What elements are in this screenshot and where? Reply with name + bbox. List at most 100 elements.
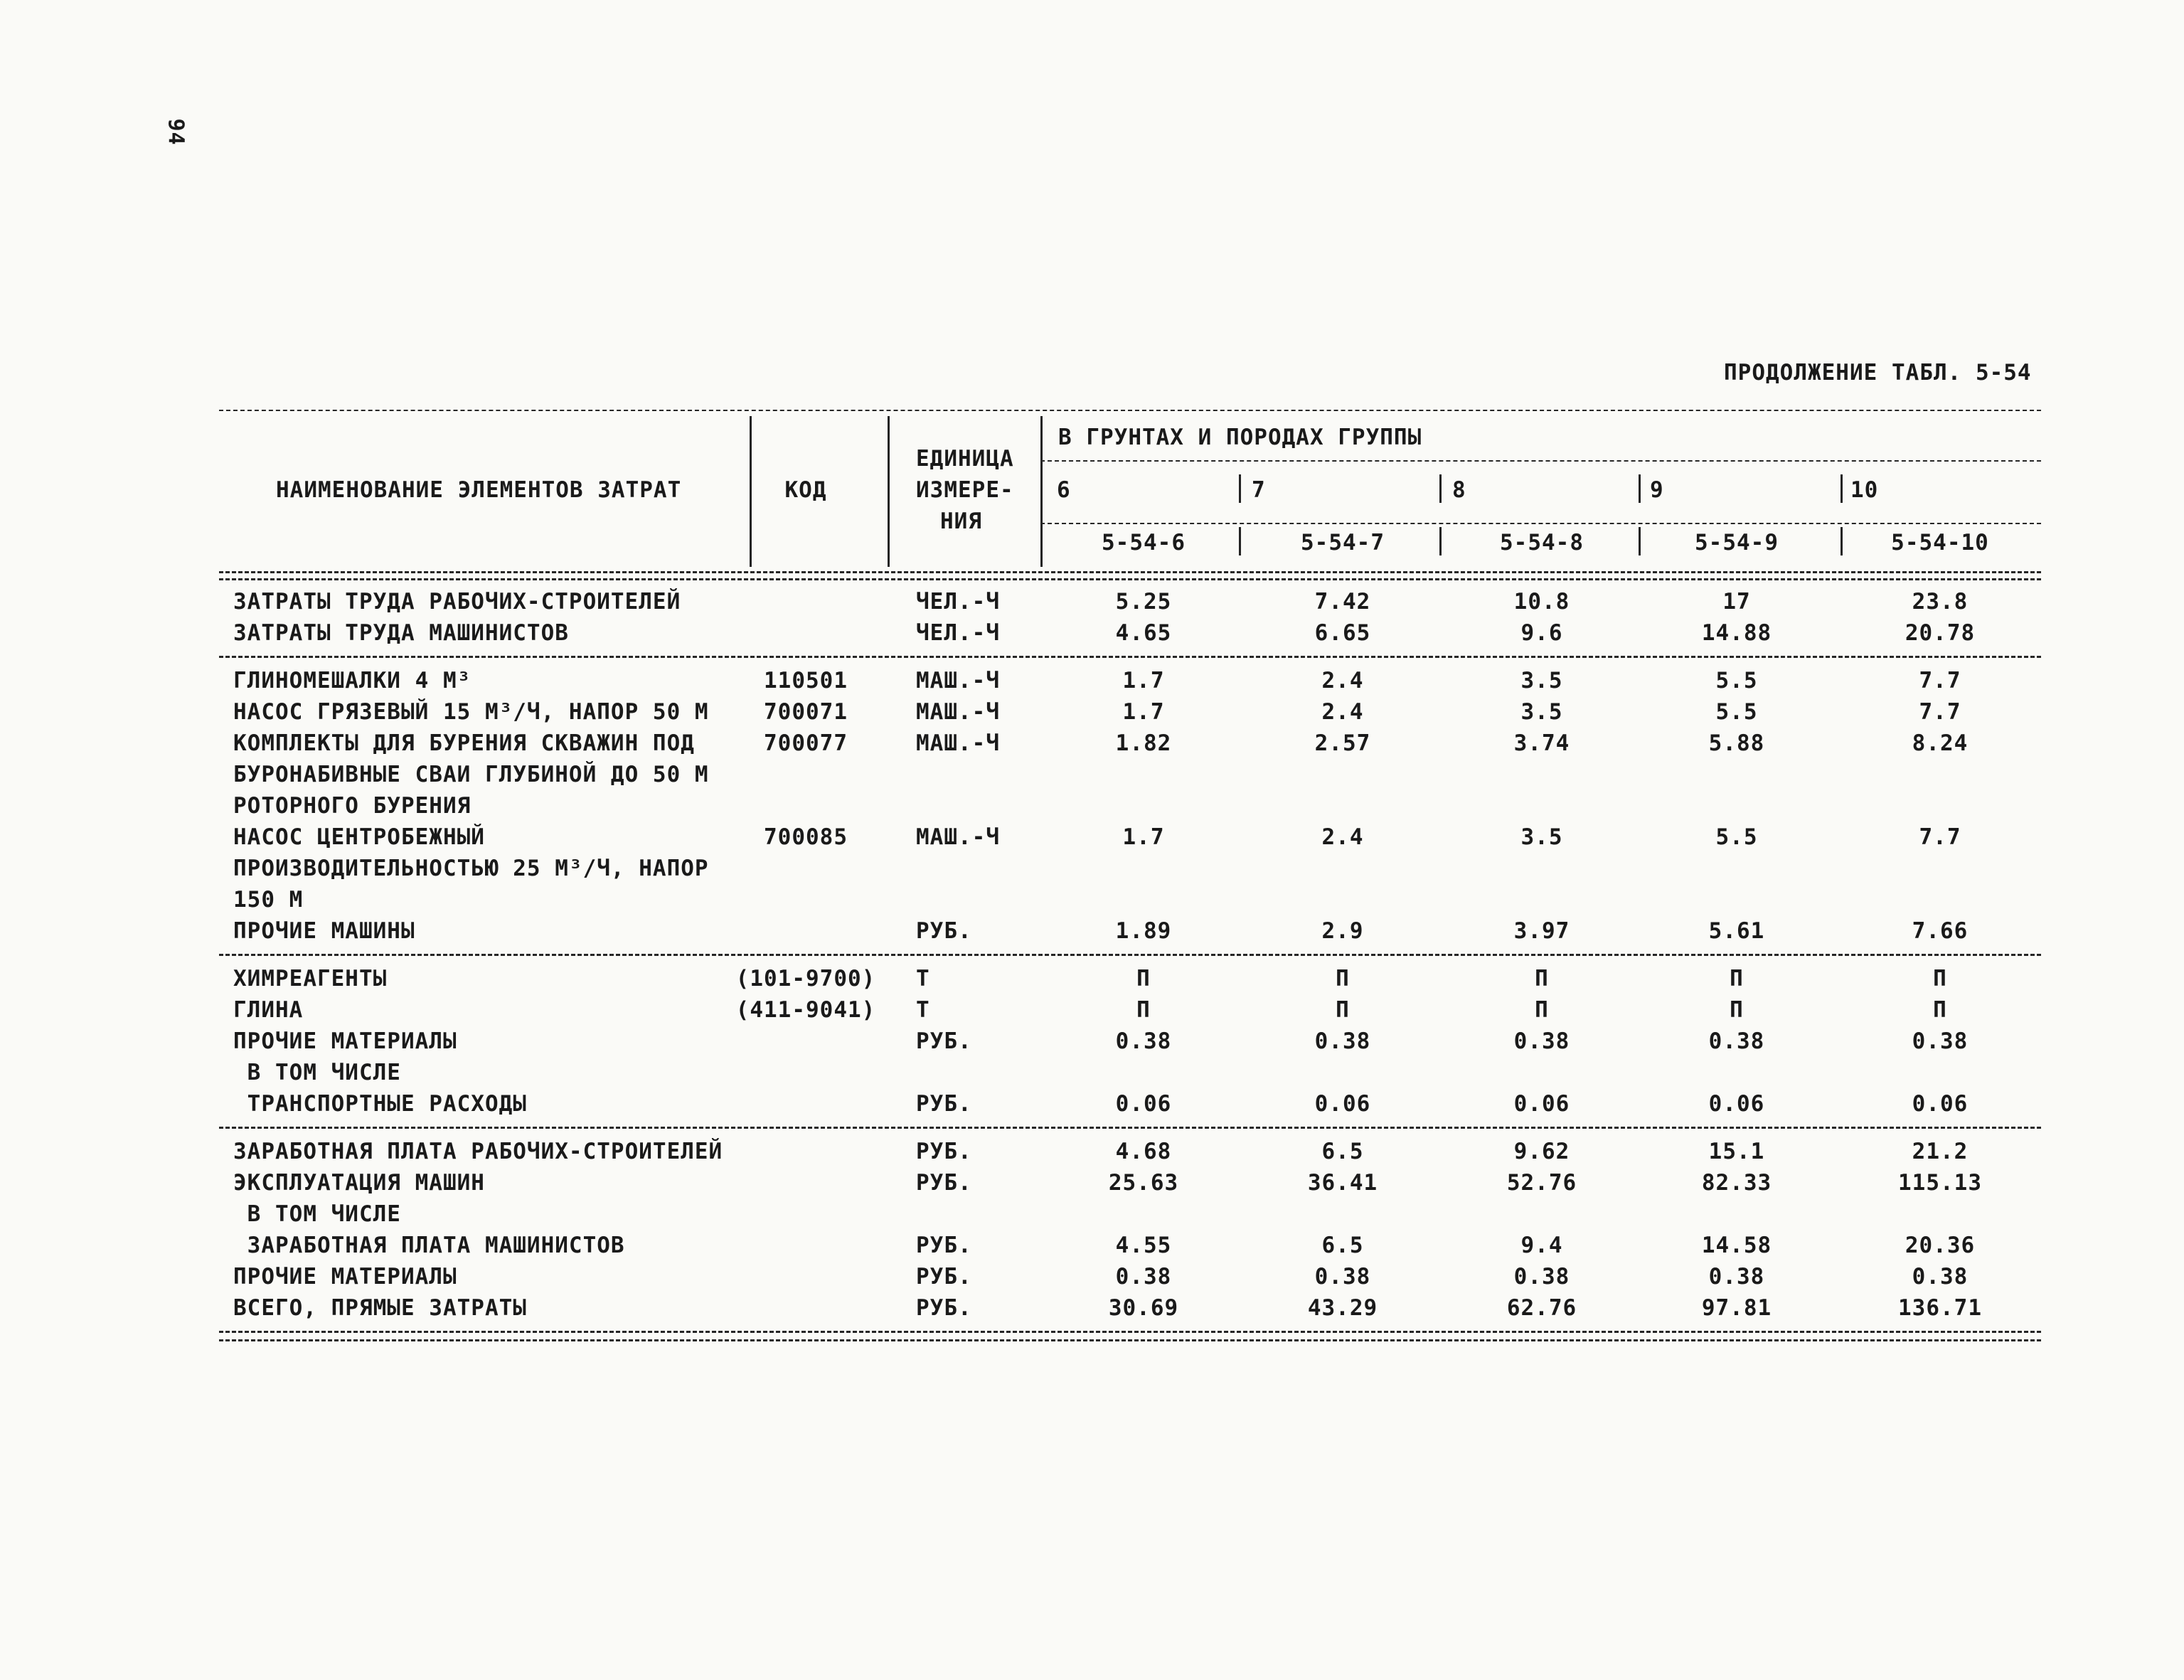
cell-value-group7	[1250, 853, 1435, 884]
cell-code	[717, 1057, 895, 1088]
cell-value-group8	[1449, 759, 1634, 790]
group-label: 6	[1057, 477, 1071, 503]
cell-value-group9: 82.33	[1701, 1170, 1772, 1196]
cell-value-group6	[1051, 1198, 1236, 1230]
cell-code	[717, 853, 895, 884]
cell-value-group9	[1644, 790, 1829, 822]
cell-name: ПРОЧИЕ МАТЕРИАЛЫ	[233, 1264, 457, 1290]
cell-value-group6: 4.65	[1115, 620, 1172, 646]
cell-unit: Т	[916, 966, 930, 991]
cell-value-group7: 2.4	[1321, 699, 1364, 725]
cell-value-group8: 0.38	[1513, 1028, 1570, 1054]
cell-value-group10: 7.7	[1919, 668, 1961, 693]
cell-value-group9: 5.5	[1715, 699, 1758, 725]
cell-value-group6: 0.06	[1115, 1091, 1172, 1117]
cell-value-group6: 25.63	[1108, 1170, 1179, 1196]
cell-unit: ЧЕЛ.-Ч	[916, 589, 1000, 615]
column-divider	[1639, 474, 1641, 503]
table-row: НАСОС ГРЯЗЕВЫЙ 15 М³/Ч, НАПОР 50 М 700071…	[219, 696, 2041, 728]
table-row: ПРОЧИЕ МАТЕРИАЛЫ РУБ. 0.38 0.38 0.38 0.38 0.38	[219, 1261, 2041, 1292]
cell-value-group7: 36.41	[1307, 1170, 1378, 1196]
cell-value-group6: 1.7	[1122, 824, 1165, 850]
cell-value-group8	[1449, 884, 1634, 915]
table-row: ТРАНСПОРТНЫЕ РАСХОДЫ РУБ. 0.06 0.06 0.06 0.06…	[219, 1088, 2041, 1120]
cell-unit: РУБ.	[916, 1264, 972, 1290]
cell-name: НАСОС ГРЯЗЕВЫЙ 15 М³/Ч, НАПОР 50 М	[233, 699, 709, 725]
cell-value-group10	[1848, 853, 2033, 884]
cell-value-group6	[1051, 884, 1236, 915]
cell-value-group8: 62.76	[1506, 1295, 1577, 1321]
cell-value-group9: 5.5	[1715, 824, 1758, 850]
table-row: В ТОМ ЧИСЛЕ	[219, 1198, 2041, 1230]
col-header-unit-line1: ЕДИНИЦА	[916, 446, 1014, 472]
cell-value-group7	[1250, 759, 1435, 790]
cell-code: (101-9700)	[735, 966, 876, 991]
cell-value-group8: 9.62	[1513, 1139, 1570, 1164]
table-row: ЗАРАБОТНАЯ ПЛАТА МАШИНИСТОВ РУБ. 4.55 6.5 9.…	[219, 1230, 2041, 1261]
cell-name: ЭКСПЛУАТАЦИЯ МАШИН	[233, 1170, 485, 1196]
cell-value-group9: 5.88	[1708, 730, 1765, 756]
cell-value-group6: П	[1136, 997, 1151, 1023]
cell-value-group6: 1.7	[1122, 668, 1165, 693]
cell-value-group8: 3.97	[1513, 918, 1570, 944]
table-row: ЗАТРАТЫ ТРУДА РАБОЧИХ-СТРОИТЕЛЕЙ ЧЕЛ.-Ч 5.…	[219, 586, 2041, 617]
cell-value-group9: 0.38	[1708, 1264, 1765, 1290]
cell-code	[717, 759, 895, 790]
page-number: 94	[163, 118, 188, 146]
cell-unit: МАШ.-Ч	[916, 699, 1000, 725]
cell-code	[717, 586, 895, 617]
cell-value-group6	[1051, 853, 1236, 884]
cell-value-group8	[1449, 1057, 1634, 1088]
cell-value-group8: 0.38	[1513, 1264, 1570, 1290]
cell-value-group10: 7.7	[1919, 824, 1961, 850]
table-row: ЗАРАБОТНАЯ ПЛАТА РАБОЧИХ-СТРОИТЕЛЕЙ РУБ. 4…	[219, 1136, 2041, 1167]
cell-value-group8: 3.5	[1520, 824, 1563, 850]
cell-value-group10: П	[1933, 966, 1947, 991]
cell-value-group10: 0.38	[1912, 1264, 1969, 1290]
group-label: 10	[1850, 477, 1879, 503]
cell-unit: РУБ.	[916, 1233, 972, 1258]
cell-name: ВСЕГО, ПРЯМЫЕ ЗАТРАТЫ	[233, 1295, 527, 1321]
cell-value-group7: 0.06	[1314, 1091, 1371, 1117]
cell-value-group7: 2.57	[1314, 730, 1371, 756]
cell-value-group8: 52.76	[1506, 1170, 1577, 1196]
subcol-label: 5-54-9	[1695, 530, 1779, 555]
cell-code: 700071	[764, 699, 848, 725]
column-divider	[888, 416, 890, 567]
cell-unit: РУБ.	[916, 918, 972, 944]
cell-unit: ЧЕЛ.-Ч	[916, 620, 1000, 646]
cell-value-group10	[1848, 884, 2033, 915]
cell-code: 110501	[764, 668, 848, 693]
cell-value-group7	[1250, 790, 1435, 822]
cell-unit: РУБ.	[916, 1295, 972, 1321]
col-header-unit-line3: НИЯ	[940, 509, 982, 534]
cell-value-group9: 5.5	[1715, 668, 1758, 693]
column-divider	[1841, 527, 1843, 555]
table-row: ГЛИНОМЕШАЛКИ 4 М³ 110501 МАШ.-Ч 1.7 2.4 3.5 5.…	[219, 665, 2041, 696]
column-divider	[1239, 527, 1241, 555]
cell-value-group9: 15.1	[1708, 1139, 1765, 1164]
subcol-label: 5-54-10	[1891, 530, 1989, 555]
cell-name: ПРОЧИЕ МАШИНЫ	[233, 918, 415, 944]
cell-value-group10: П	[1933, 997, 1947, 1023]
cell-value-group7	[1250, 1057, 1435, 1088]
cell-code: 700077	[764, 730, 848, 756]
cell-value-group6: 5.25	[1115, 589, 1172, 615]
subcol-label: 5-54-6	[1102, 530, 1186, 555]
cell-value-group6: 0.38	[1115, 1028, 1172, 1054]
cell-name: ГЛИНОМЕШАЛКИ 4 М³	[233, 668, 472, 693]
cell-value-group10: 0.38	[1912, 1028, 1969, 1054]
table-row: ЭКСПЛУАТАЦИЯ МАШИН РУБ. 25.63 36.41 52.76 82.…	[219, 1167, 2041, 1198]
cell-code	[717, 1261, 895, 1292]
column-divider	[1040, 416, 1043, 567]
cell-value-group8: П	[1535, 997, 1549, 1023]
column-divider	[1639, 527, 1641, 555]
cell-name: КОМПЛЕКТЫ ДЛЯ БУРЕНИЯ СКВАЖИН ПОД	[233, 730, 695, 756]
cell-code	[717, 1136, 895, 1167]
cell-code	[717, 1167, 895, 1198]
table-row: ВСЕГО, ПРЯМЫЕ ЗАТРАТЫ РУБ. 30.69 43.29 62.76…	[219, 1292, 2041, 1324]
cell-value-group7	[1250, 884, 1435, 915]
cell-value-group10	[1848, 1198, 2033, 1230]
cell-name: 150 М	[233, 887, 304, 913]
table-row: 150 М	[219, 884, 2041, 915]
